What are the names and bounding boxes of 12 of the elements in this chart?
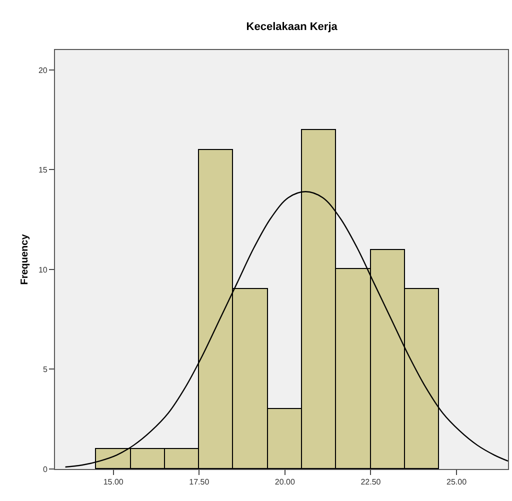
- x-tick-label: 22.50: [360, 478, 382, 487]
- y-tick-label: 0: [42, 464, 48, 474]
- y-tick-label: 20: [38, 66, 48, 75]
- y-tick-label: 15: [38, 166, 48, 175]
- y-tick-label: 5: [42, 365, 48, 374]
- x-tick-label: 15.00: [103, 478, 124, 487]
- chart-title: Kecelakaan Kerja: [246, 21, 338, 34]
- x-tick-label: 25.00: [446, 478, 468, 487]
- y-axis-title: Frequency: [19, 234, 30, 285]
- y-tick-label: 10: [38, 265, 48, 274]
- x-tick-label: 17.50: [189, 478, 210, 487]
- x-tick-label: 20.00: [274, 478, 296, 487]
